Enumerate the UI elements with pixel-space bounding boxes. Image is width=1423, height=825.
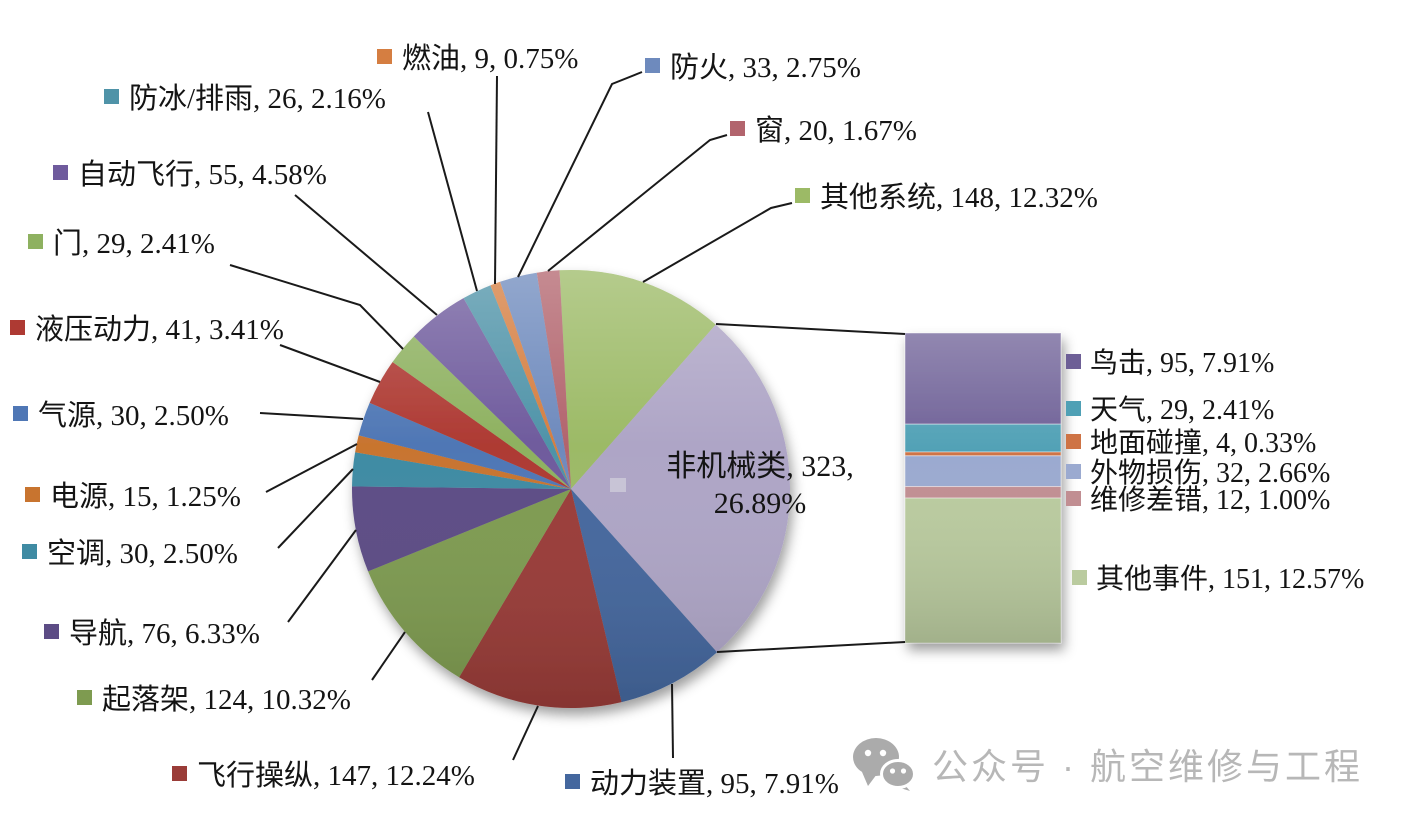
callout-maintenance-error: 维修差错, 12, 1.00% <box>1066 482 1330 516</box>
legend-swatch-windows <box>730 120 745 136</box>
legend-swatch-weather <box>1066 400 1081 416</box>
legend-swatch-aircon <box>22 543 37 559</box>
leader-line-窗 <box>547 134 728 272</box>
leader-line-液压动力 <box>279 344 381 383</box>
callout-text-fire-protection: 防火, 33, 2.75% <box>670 52 861 84</box>
callout-electrical: 电源, 15, 1.25% <box>25 476 241 513</box>
callout-windows: 窗, 20, 1.67% <box>730 110 917 147</box>
leader-line-其他系统 <box>642 202 793 283</box>
callout-text-maintenance-error: 维修差错, 12, 1.00% <box>1090 485 1331 516</box>
callout-fire-protection: 防火, 33, 2.75% <box>645 47 861 84</box>
legend-swatch-autoflight <box>53 164 68 180</box>
callout-foreign-object-damage: 外物损伤, 32, 2.66% <box>1066 455 1330 489</box>
breakout-bar <box>904 332 1062 644</box>
center-label-non-mechanical: 非机械类, 323, 26.89% <box>590 448 930 522</box>
leader-line-飞行操纵 <box>512 705 539 761</box>
callout-flight-controls: 飞行操纵, 147, 12.24% <box>172 755 475 792</box>
breakout-connector-top <box>715 323 906 335</box>
callout-text-navigation: 导航, 76, 6.33% <box>69 618 260 650</box>
callout-landing-gear: 起落架, 124, 10.32% <box>77 679 351 716</box>
legend-swatch-fuel <box>377 48 392 64</box>
callout-ground-collision: 地面碰撞, 4, 0.33% <box>1066 425 1316 459</box>
leader-line-导航 <box>287 529 357 623</box>
legend-swatch-hydraulic <box>10 319 25 335</box>
legend-swatch-foreign-object-damage <box>1066 463 1081 479</box>
callout-autoflight: 自动飞行, 55, 4.58% <box>53 154 327 191</box>
callout-text-hydraulic: 液压动力, 41, 3.41% <box>35 314 284 346</box>
leader-line-防火 <box>517 71 643 278</box>
legend-swatch-anti-ice <box>104 88 119 104</box>
center-label-line1: 非机械类, 323, <box>666 450 854 483</box>
leader-line-起落架 <box>371 631 406 681</box>
callout-other-systems: 其他系统, 148, 12.32% <box>795 177 1098 214</box>
legend-swatch-pneumatic <box>13 405 28 421</box>
callout-text-ground-collision: 地面碰撞, 4, 0.33% <box>1090 428 1317 459</box>
leader-line-门 <box>229 264 404 350</box>
callout-text-other-systems: 其他系统, 148, 12.32% <box>820 182 1098 214</box>
legend-swatch-electrical <box>25 486 40 502</box>
callout-bird-strike: 鸟击, 95, 7.91% <box>1066 345 1274 379</box>
legend-swatch-landing-gear <box>77 689 92 705</box>
callout-weather: 天气, 29, 2.41% <box>1066 392 1274 426</box>
callout-text-bird-strike: 鸟击, 95, 7.91% <box>1090 348 1275 379</box>
bar-shading-overlay <box>905 333 1061 643</box>
leader-line-动力装置 <box>671 683 674 759</box>
callout-text-electrical: 电源, 15, 1.25% <box>50 481 241 513</box>
leader-line-自动飞行 <box>294 194 438 316</box>
callout-text-weather: 天气, 29, 2.41% <box>1090 395 1275 426</box>
legend-swatch-other-events <box>1072 569 1087 585</box>
callout-text-other-events: 其他事件, 151, 12.57% <box>1096 564 1365 595</box>
callout-fuel: 燃油, 9, 0.75% <box>377 38 579 75</box>
legend-swatch-bird-strike <box>1066 353 1081 369</box>
legend-swatch-navigation <box>44 623 59 639</box>
legend-swatch-maintenance-error <box>1066 490 1081 506</box>
legend-swatch-ground-collision <box>1066 433 1081 449</box>
callout-text-windows: 窗, 20, 1.67% <box>755 115 917 147</box>
callout-other-events: 其他事件, 151, 12.57% <box>1072 561 1364 595</box>
callout-text-doors: 门, 29, 2.41% <box>53 228 215 260</box>
leader-line-燃油 <box>494 75 498 285</box>
callout-anti-ice: 防冰/排雨, 26, 2.16% <box>104 78 386 115</box>
pie-shading-overlay <box>352 270 790 708</box>
legend-swatch-powerplant <box>565 773 580 789</box>
legend-swatch-fire-protection <box>645 57 660 73</box>
center-label-marker <box>610 478 626 492</box>
callout-text-aircon: 空调, 30, 2.50% <box>47 538 238 570</box>
callout-text-flight-controls: 飞行操纵, 147, 12.24% <box>197 760 475 792</box>
leader-line-气源 <box>259 412 364 420</box>
main-pie <box>351 270 790 708</box>
watermark: 公众号 · 航空维修与工程 <box>850 736 1363 792</box>
leader-line-防冰/排雨 <box>427 111 478 292</box>
callout-navigation: 导航, 76, 6.33% <box>44 613 260 650</box>
leader-line-空调 <box>277 468 354 549</box>
callout-text-landing-gear: 起落架, 124, 10.32% <box>102 684 351 716</box>
callout-doors: 门, 29, 2.41% <box>28 223 215 260</box>
legend-swatch-flight-controls <box>172 765 187 781</box>
callout-powerplant: 动力装置, 95, 7.91% <box>565 763 839 800</box>
breakout-connector-bottom <box>716 641 906 653</box>
leader-line-电源 <box>265 443 358 493</box>
legend-swatch-other-systems <box>795 187 810 203</box>
callout-aircon: 空调, 30, 2.50% <box>22 533 238 570</box>
callout-text-fuel: 燃油, 9, 0.75% <box>402 43 579 75</box>
callout-text-powerplant: 动力装置, 95, 7.91% <box>590 768 839 800</box>
leader-lines <box>229 71 906 761</box>
callout-text-anti-ice: 防冰/排雨, 26, 2.16% <box>129 83 386 115</box>
callout-text-autoflight: 自动飞行, 55, 4.58% <box>78 159 327 191</box>
callout-pneumatic: 气源, 30, 2.50% <box>13 395 229 432</box>
center-label-line2: 26.89% <box>713 487 807 520</box>
callout-hydraulic: 液压动力, 41, 3.41% <box>10 309 284 346</box>
watermark-text: 公众号 · 航空维修与工程 <box>932 746 1363 787</box>
legend-swatch-doors <box>28 233 43 249</box>
wechat-icon <box>853 738 916 791</box>
callout-text-foreign-object-damage: 外物损伤, 32, 2.66% <box>1090 458 1331 489</box>
callout-text-pneumatic: 气源, 30, 2.50% <box>38 400 229 432</box>
